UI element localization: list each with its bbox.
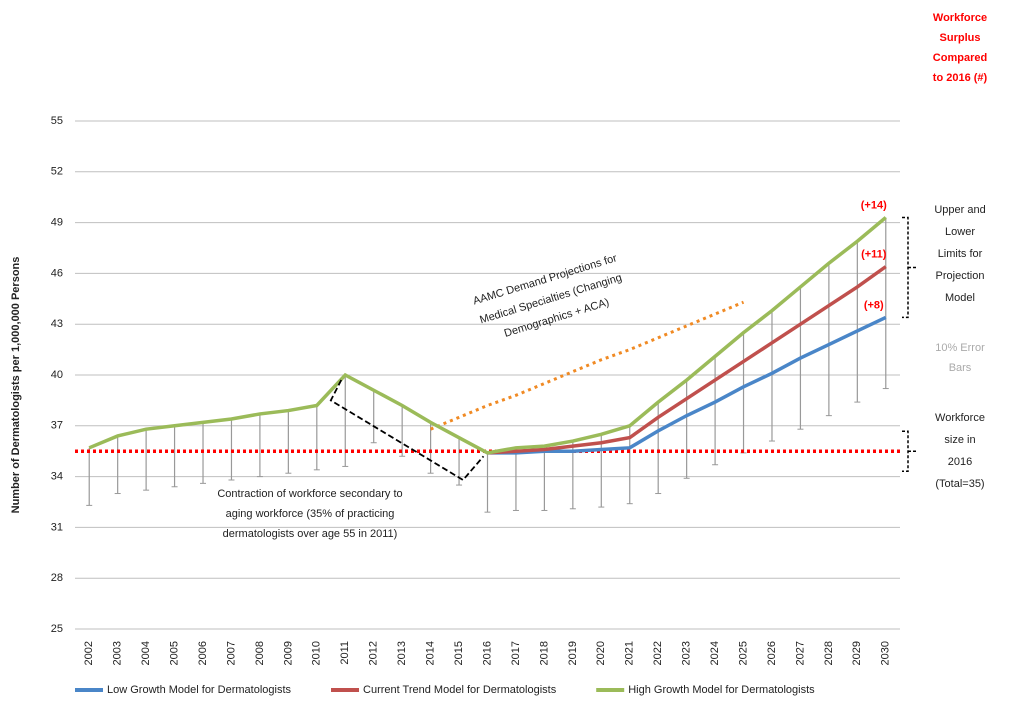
series-line [430,300,745,431]
x-tick-label: 2013 [396,641,408,665]
surplus-title: Surplus [940,32,981,44]
x-tick-label: 2024 [709,641,721,665]
bracket [902,216,916,319]
y-tick-label: 40 [51,369,63,381]
x-tick-label: 2012 [368,641,380,665]
surplus-title: to 2016 (#) [933,72,988,84]
limits-note: Lower [945,226,975,238]
surplus-label: (+11) [861,249,887,261]
surplus-title: Workforce [933,12,987,24]
bracket [902,430,916,472]
x-tick-label: 2020 [595,641,607,665]
surplus-label: (+14) [861,199,887,211]
x-tick-label: 2026 [766,641,778,665]
y-tick-label: 34 [51,471,63,483]
x-tick-label: 2010 [311,641,323,665]
y-tick-label: 46 [51,267,63,279]
x-tick-label: 2028 [823,641,835,665]
x-tick-label: 2005 [168,641,180,665]
legend-label: High Growth Model for Dermatologists [628,684,815,696]
x-tick-label: 2025 [737,641,749,665]
x-tick-label: 2011 [339,641,351,665]
x-tick-label: 2004 [140,641,152,665]
size-note: Workforce [935,412,985,424]
x-tick-label: 2015 [453,641,465,665]
y-tick-label: 49 [51,217,63,229]
contraction-note: dermatologists over age 55 in 2011) [223,528,398,540]
legend-label: Current Trend Model for Dermatologists [363,684,557,696]
size-note: (Total=35) [935,478,984,490]
y-tick-label: 28 [51,572,63,584]
error-note: 10% Error [935,342,985,354]
x-tick-label: 2018 [538,641,550,665]
limits-note: Limits for [938,248,983,260]
contraction-note: aging workforce (35% of practicing [226,508,395,520]
series-line [487,265,887,455]
contraction-box [329,379,485,482]
error-note: Bars [949,362,972,374]
x-tick-label: 2017 [510,641,522,665]
x-tick-label: 2007 [225,641,237,665]
x-tick-label: 2016 [481,641,493,665]
surplus-label: (+8) [864,299,884,311]
y-tick-label: 52 [51,166,63,178]
y-tick-label: 31 [51,521,63,533]
x-tick-label: 2003 [112,641,124,665]
limits-note: Projection [936,270,985,282]
limits-note: Model [945,292,975,304]
limits-note: Upper and [934,204,985,216]
size-note: size in [944,434,975,446]
series-line [487,315,887,455]
y-tick-label: 25 [51,623,63,635]
x-tick-label: 2008 [254,641,266,665]
x-tick-label: 2027 [794,641,806,665]
x-tick-label: 2030 [880,641,892,665]
x-tick-label: 2002 [83,641,95,665]
y-tick-label: 55 [51,115,63,127]
y-tick-label: 43 [51,318,63,330]
x-tick-label: 2014 [425,641,437,665]
contraction-note: Contraction of workforce secondary to [217,488,402,500]
x-tick-label: 2022 [652,641,664,665]
legend-label: Low Growth Model for Dermatologists [107,684,292,696]
y-tick-label: 37 [51,420,63,432]
size-note: 2016 [948,456,972,468]
x-tick-label: 2029 [851,641,863,665]
x-tick-label: 2006 [197,641,209,665]
x-tick-label: 2021 [624,641,636,665]
x-tick-label: 2009 [282,641,294,665]
x-tick-label: 2019 [567,641,579,665]
surplus-title: Compared [933,52,987,64]
series-line [88,216,887,455]
y-axis-label: Number of Dermatologists per 1,000,000 P… [10,257,22,514]
x-tick-label: 2023 [681,641,693,665]
